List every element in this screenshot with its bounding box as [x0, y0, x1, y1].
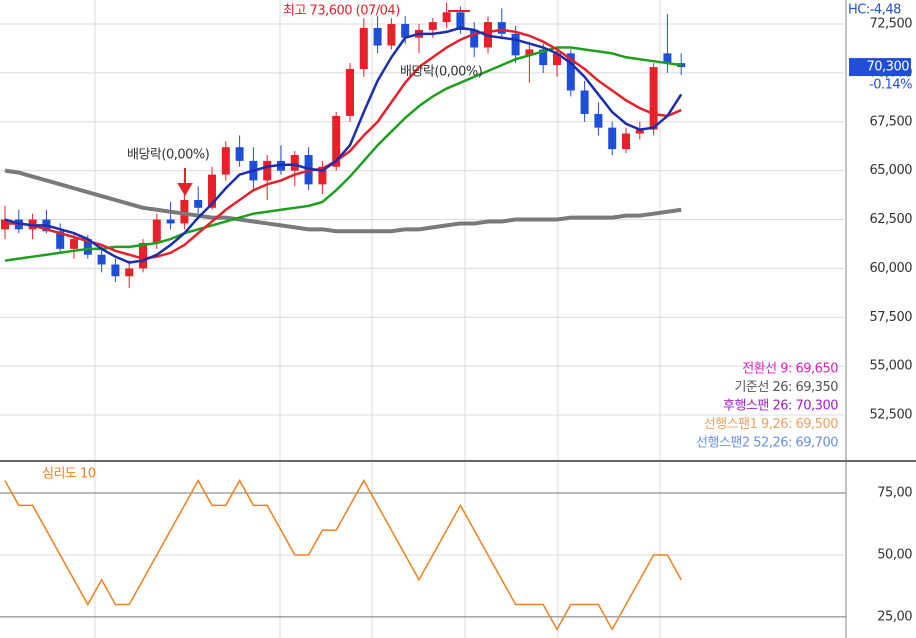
price-tag-box — [849, 58, 911, 77]
candle-body — [56, 231, 65, 249]
candle-body — [594, 113, 603, 128]
candle-body — [166, 219, 175, 224]
candle-body — [235, 147, 244, 161]
candle-body — [539, 49, 548, 66]
y-tick-label: 72,500 — [870, 17, 913, 32]
ma-line — [4, 46, 682, 262]
candle-body — [97, 254, 106, 265]
candle-body — [608, 127, 617, 150]
candle-body — [622, 133, 630, 150]
candle-body — [290, 155, 299, 171]
ma-line — [4, 168, 682, 234]
candle-body — [359, 27, 368, 70]
candle-body — [221, 147, 230, 175]
legend-entry: 기준선 26: 69,350 — [734, 380, 838, 395]
candle-body — [125, 268, 134, 277]
candle-body — [649, 67, 658, 130]
y-tick-label: 65,000 — [870, 163, 913, 178]
y-tick-label: 52,500 — [870, 408, 913, 423]
legend-entry: 전환선 9: 69,650 — [742, 362, 838, 377]
y-tick-label: 25,00 — [877, 609, 912, 624]
candle-body — [511, 33, 520, 56]
legend-entry: 후행스팬 26: 70,300 — [723, 398, 838, 414]
psy-line — [4, 479, 682, 631]
price-tag: 70,300 — [867, 60, 910, 75]
header: HC:-4,48 — [848, 3, 901, 18]
candle-body — [525, 49, 534, 56]
candle-body — [442, 12, 451, 23]
annotation: 최고 73,600 (07/04) — [283, 4, 400, 19]
legend-entry: 선행스팬1 9,26: 69,500 — [704, 416, 838, 432]
candle-body — [70, 239, 78, 249]
candle-body — [152, 219, 161, 244]
candle-body — [194, 199, 203, 208]
candle-body — [139, 243, 147, 269]
candle-body — [318, 166, 327, 185]
candle-body — [332, 115, 341, 167]
candle-body — [580, 90, 589, 114]
annotation: 배당락(0,00%) — [400, 65, 482, 80]
y-tick-label: 57,500 — [870, 310, 913, 325]
y-tick-label: 55,000 — [870, 359, 913, 374]
y-tick-label: 62,500 — [870, 212, 913, 227]
candle-body — [428, 22, 437, 30]
candle-body — [401, 24, 410, 38]
candle-body — [208, 174, 216, 208]
legend-entry: 선행스팬2 52,26: 69,700 — [696, 435, 838, 451]
y-tick-label: 60,000 — [870, 261, 913, 276]
ma-line — [4, 26, 683, 264]
v-grid — [94, 0, 661, 638]
candle-body — [456, 12, 465, 30]
annotation-arrow — [177, 168, 193, 196]
candle-body — [470, 29, 479, 48]
candle-body — [677, 63, 686, 68]
candle-body — [663, 53, 672, 64]
candle-body — [387, 24, 396, 46]
candle-body — [497, 22, 506, 34]
price-change: -0.14% — [869, 78, 912, 93]
candle-body — [83, 239, 92, 255]
y-tick-label: 67,500 — [870, 114, 913, 129]
annotation: 배당락(0,00%) — [127, 148, 209, 163]
candle-body — [111, 264, 120, 277]
y-tick-label: 75,00 — [877, 485, 912, 500]
candle-body — [635, 129, 644, 134]
y-tick-label: 50,00 — [877, 547, 912, 562]
candle-body — [263, 160, 272, 181]
panel-title: 심리도 10 — [42, 467, 96, 482]
candle-body — [553, 53, 561, 66]
candle-body — [566, 53, 575, 91]
candle-body — [346, 69, 354, 116]
ma-line — [5, 28, 682, 260]
candle-body — [373, 27, 382, 46]
